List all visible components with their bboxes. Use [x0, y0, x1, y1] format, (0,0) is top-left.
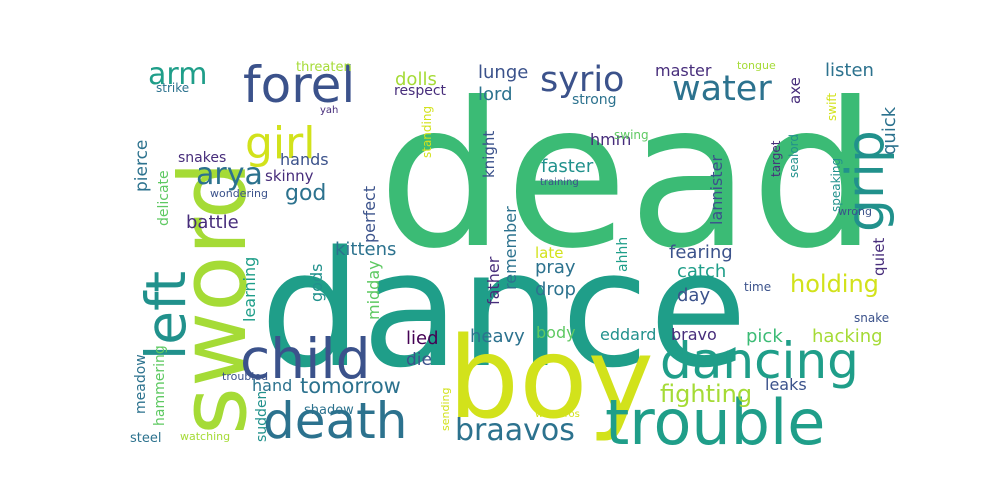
- word-lannister: lannister: [707, 155, 726, 225]
- word-lunge: lunge: [478, 62, 528, 83]
- word-forel: forel: [243, 56, 355, 114]
- word-time: time: [744, 280, 771, 294]
- word-quick: quick: [879, 106, 900, 155]
- word-child: child: [240, 327, 371, 391]
- word-threaten: threaten: [296, 60, 352, 75]
- word-syrio: syrio: [540, 60, 624, 100]
- word-quiet: quiet: [870, 238, 888, 276]
- word-faster: faster: [541, 156, 594, 177]
- word-fighting: fighting: [660, 380, 752, 408]
- word-arm: arm: [148, 57, 207, 92]
- word-steel: steel: [130, 431, 161, 446]
- word-kittens: kittens: [335, 239, 396, 260]
- word-snakes: snakes: [178, 150, 226, 166]
- word-ahhh: ahhh: [615, 237, 631, 272]
- word-water: water: [672, 69, 772, 109]
- word-troubled: troubled: [222, 370, 268, 383]
- word-drop: drop: [535, 279, 576, 300]
- word-swing: swing: [614, 128, 649, 142]
- word-shadow: shadow: [304, 403, 354, 418]
- word-hammering: hammering: [152, 345, 168, 426]
- word-late: late: [535, 244, 563, 262]
- word-dolls: dolls: [395, 69, 437, 90]
- word-pick: pick: [746, 326, 783, 347]
- word-skinny: skinny: [265, 167, 314, 185]
- word-day: day: [677, 285, 710, 306]
- word-midday: midday: [364, 260, 383, 320]
- word-bravo: bravo: [671, 325, 717, 344]
- word-catch: catch: [677, 261, 726, 282]
- word-lord: lord: [478, 84, 513, 105]
- word-dead: dead: [378, 60, 878, 293]
- word-father: father: [484, 256, 503, 305]
- word-wondering: wondering: [210, 187, 268, 200]
- word-tomorrow: tomorrow: [300, 374, 401, 398]
- word-remember: remember: [501, 206, 520, 290]
- word-fearing: fearing: [669, 242, 733, 263]
- word-sword: sword: [160, 161, 267, 435]
- word-braavos: braavos: [455, 413, 575, 448]
- word-swift: swift: [825, 93, 839, 121]
- word-sudden: sudden: [254, 391, 270, 442]
- word-dancing: dancing: [660, 332, 859, 390]
- word-hmm: hmm: [590, 130, 631, 149]
- word-wrong: wrong: [838, 205, 872, 218]
- word-snake: snake: [854, 311, 889, 325]
- word-heavy: heavy: [470, 326, 525, 347]
- word-tongue: tongue: [737, 59, 776, 72]
- word-watching: watching: [180, 430, 230, 443]
- word-strong: strong: [572, 92, 617, 108]
- word-girl: girl: [245, 118, 315, 169]
- word-eddard: eddard: [600, 325, 656, 344]
- word-perfect: perfect: [360, 186, 379, 243]
- word-master: master: [655, 61, 712, 80]
- word-listen: listen: [825, 60, 874, 81]
- word-training: training: [540, 177, 579, 188]
- word-lied: lied: [406, 328, 439, 349]
- word-sealord: sealord: [787, 134, 801, 178]
- word-delicate: delicate: [156, 170, 172, 226]
- word-boy: boy: [448, 314, 654, 444]
- word-dance: dance: [260, 216, 747, 403]
- word-holding: holding: [790, 270, 879, 298]
- word-meadow: meadow: [133, 354, 149, 414]
- word-hacking: hacking: [812, 326, 883, 347]
- word-respect: respect: [394, 83, 447, 99]
- word-learning: learning: [240, 257, 259, 322]
- word-sending: sending: [439, 388, 452, 431]
- word-battle: battle: [186, 212, 239, 233]
- word-axe: axe: [786, 77, 804, 104]
- word-hands: hands: [280, 150, 329, 169]
- word-leaks: leaks: [765, 375, 807, 394]
- word-trouble: trouble: [605, 386, 825, 459]
- word-pray: pray: [535, 257, 576, 278]
- word-body: body: [536, 323, 576, 342]
- word-knight: knight: [480, 131, 498, 178]
- word-pierce: pierce: [132, 140, 152, 192]
- word-arya: arya: [196, 157, 263, 192]
- word-standing: standing: [420, 106, 434, 158]
- word-god: god: [285, 181, 326, 206]
- word-target: target: [769, 140, 783, 177]
- word-left: left: [134, 271, 198, 360]
- word-strike: strike: [156, 81, 189, 95]
- word-yah: yah: [320, 105, 338, 116]
- word-hand: hand: [252, 376, 292, 395]
- word-grip: grip: [836, 130, 896, 232]
- word-death: death: [263, 392, 407, 450]
- word-die: die: [406, 350, 432, 370]
- word-speaking: speaking: [829, 158, 843, 212]
- word-gods: gods: [307, 264, 326, 302]
- word-westeros: westeros: [535, 409, 580, 420]
